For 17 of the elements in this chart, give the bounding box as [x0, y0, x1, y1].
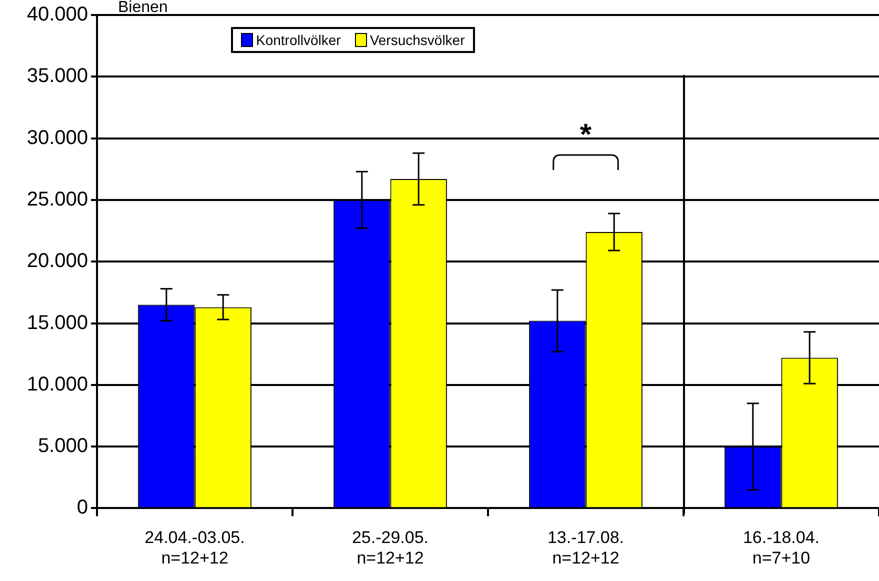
- legend-label: Versuchsvölker: [370, 32, 465, 48]
- legend-label: Kontrollvölker: [256, 32, 341, 48]
- x-tick-label: 24.04.-03.05. n=12+12: [144, 528, 245, 568]
- y-tick-label: 25.000: [26, 188, 88, 210]
- y-tick-label: 10.000: [26, 373, 88, 396]
- y-axis-title: Bienen: [118, 0, 168, 16]
- annotation: *: [580, 118, 592, 152]
- y-tick-label: 30.000: [26, 126, 88, 149]
- x-tick-label: 13.-17.08. n=12+12: [547, 528, 624, 568]
- y-tick-label: 5.000: [38, 435, 88, 458]
- x-tick-label: 25.-29.05. n=12+12: [352, 528, 429, 568]
- y-tick-label: 15.000: [26, 312, 88, 334]
- y-tick-label: 0: [76, 496, 88, 519]
- y-tick-label: 20.000: [26, 250, 88, 272]
- y-tick-label: 35.000: [26, 65, 88, 88]
- x-tick-label: 16.-18.04. n=7+10: [742, 528, 820, 568]
- y-tick-label: 40.000: [26, 4, 88, 26]
